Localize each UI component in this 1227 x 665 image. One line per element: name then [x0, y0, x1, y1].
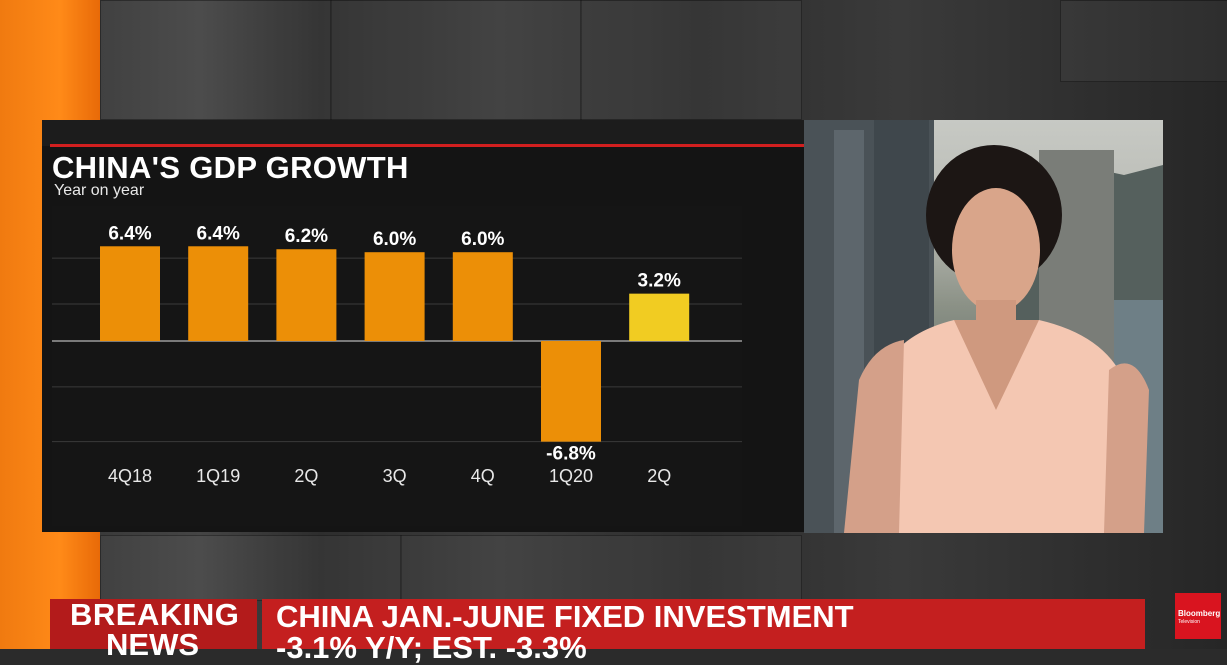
gdp-bar-chart: 6.4% 4Q18 6.4% 1Q19 6.2% 2Q 6.0% 3Q 6.0% 4Q -6.8%1… — [52, 206, 742, 526]
gdp-chart-panel: CHINA'S GDP GROWTH Year on year 6.4% 4Q18… — [42, 120, 804, 532]
bar-value-label: 3.2% — [638, 271, 681, 292]
headline-line-1: CHINA JAN.-JUNE FIXED INVESTMENT — [276, 599, 854, 634]
chart-bar-1q19-1 — [188, 246, 249, 341]
category-label: 1Q19 — [196, 466, 240, 486]
chart-bar-4q18-0 — [100, 246, 160, 341]
logo-sub: Television — [1178, 619, 1200, 625]
breaking-text: BREAKING — [70, 597, 240, 632]
chart-bar-4q-4 — [452, 252, 513, 341]
studio-wall-panel — [580, 0, 802, 120]
studio-wall-panel — [100, 535, 402, 601]
bar-value-label: -6.8% — [546, 444, 596, 465]
bloomberg-logo: Bloomberg Television — [1175, 593, 1221, 639]
chart-top-bar — [42, 120, 804, 146]
anchor-arm — [844, 340, 904, 533]
breaking-news-label: BREAKING NEWS — [50, 597, 257, 660]
chart-subtitle: Year on year — [54, 182, 145, 199]
chart-bar-1q20-5 — [541, 341, 601, 442]
chart-accent-line — [50, 144, 804, 147]
anchor-neckline — [954, 320, 1039, 410]
anchor-arm — [1104, 363, 1149, 533]
studio-wall-panel — [400, 535, 802, 601]
chart-bar-3q-3 — [364, 252, 425, 341]
bar-value-label: 6.4% — [197, 223, 240, 244]
anchor-video-feed — [804, 120, 1163, 533]
studio-wall-panel — [100, 0, 332, 120]
category-label: 4Q — [471, 466, 495, 486]
bar-value-label: 6.0% — [461, 229, 504, 250]
studio-wall-panel — [330, 0, 582, 120]
anchor-scene — [804, 120, 1163, 533]
bar-value-label: 6.2% — [285, 226, 328, 247]
headline-line-2: -3.1% Y/Y; EST. -3.3% — [276, 630, 587, 665]
chart-title: CHINA'S GDP GROWTH — [52, 150, 409, 185]
category-label: 2Q — [647, 466, 671, 486]
logo-name: Bloomberg — [1178, 609, 1221, 618]
bar-value-label: 6.4% — [108, 223, 151, 244]
category-label: 2Q — [294, 466, 318, 486]
category-label: 3Q — [383, 466, 407, 486]
headline-ticker: CHINA JAN.-JUNE FIXED INVESTMENT -3.1% Y… — [262, 599, 1145, 663]
news-text: NEWS — [106, 627, 199, 662]
category-label: 4Q18 — [108, 466, 152, 486]
chart-bar-2q-6 — [629, 293, 690, 341]
studio-wall-panel — [1060, 0, 1227, 82]
anchor-face — [952, 188, 1040, 312]
bar-value-label: 6.0% — [373, 229, 416, 250]
chart-bar-2q-2 — [276, 249, 337, 341]
anchor-dress — [874, 320, 1144, 533]
category-label: 1Q20 — [549, 466, 593, 486]
